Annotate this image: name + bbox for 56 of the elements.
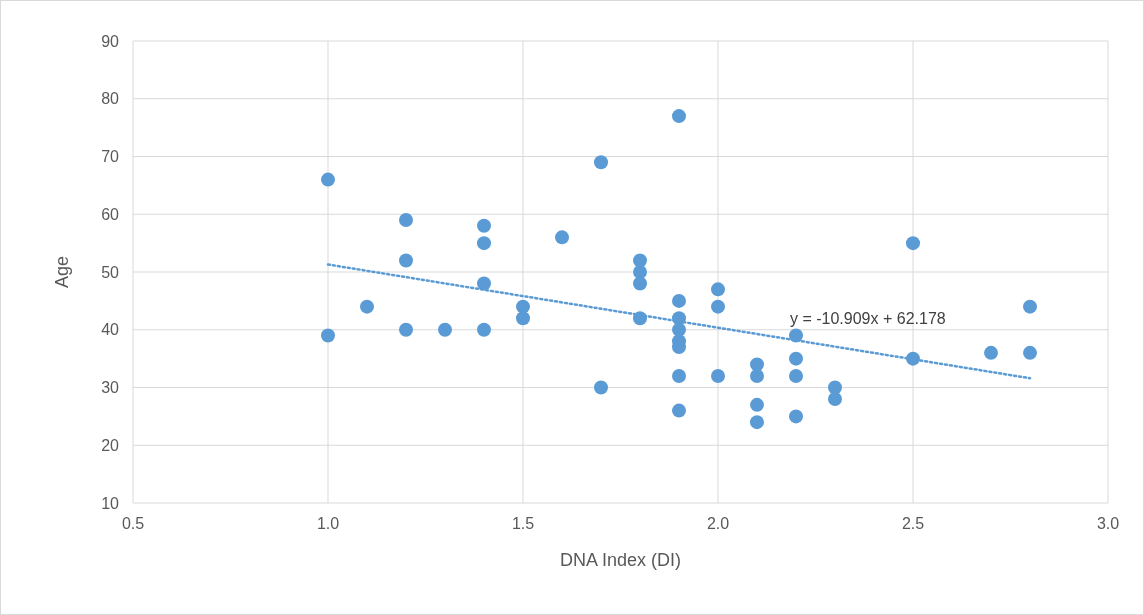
x-tick-label: 2.5 [901, 515, 925, 532]
y-tick-label: 30 [101, 379, 120, 397]
x-tick-label: 2.0 [706, 515, 730, 532]
point [399, 322, 413, 337]
y-tick-label: 10 [101, 494, 120, 512]
point [438, 322, 452, 337]
point [672, 368, 686, 383]
x-tick-label: 1.0 [316, 515, 340, 532]
point [477, 276, 491, 291]
point [399, 253, 413, 268]
point [906, 236, 920, 251]
x-tick-label: 3.0 [1096, 515, 1120, 532]
point [594, 155, 608, 170]
point [555, 230, 569, 245]
point [594, 380, 608, 395]
point [633, 265, 647, 279]
point [789, 351, 803, 366]
point [399, 213, 413, 228]
point [672, 293, 686, 308]
point [672, 109, 686, 124]
point [711, 368, 725, 383]
y-axis-title: Age [52, 255, 72, 289]
point [711, 299, 725, 314]
y-tick-label: 40 [101, 321, 120, 339]
y-tick-label: 50 [101, 263, 120, 281]
point [477, 322, 491, 337]
point [321, 328, 335, 343]
point [1023, 299, 1037, 314]
point [672, 322, 686, 337]
point [516, 311, 530, 326]
point [750, 368, 764, 383]
point [711, 282, 725, 297]
point [750, 357, 764, 372]
point [477, 218, 491, 233]
point [321, 172, 335, 187]
point [750, 415, 764, 430]
point [1023, 345, 1037, 360]
y-tick-label: 20 [101, 436, 120, 454]
point [789, 368, 803, 383]
point [789, 409, 803, 424]
point [750, 397, 764, 412]
point [828, 392, 842, 407]
y-tick-label: 70 [101, 148, 120, 166]
annotation: y = -10.909x + 62.178 [790, 310, 946, 327]
x-axis-title: DNA Index (DI) [559, 550, 682, 570]
point [360, 299, 374, 314]
point [633, 276, 647, 291]
x-tick-label: 1.5 [511, 515, 535, 532]
point [984, 345, 998, 360]
x-tick-label: 0.5 [121, 515, 145, 532]
point [477, 236, 491, 251]
y-tick-label: 90 [101, 32, 120, 50]
y-tick-label: 80 [101, 90, 120, 108]
point [672, 403, 686, 418]
point [633, 253, 647, 268]
y-tick-label: 60 [101, 205, 120, 223]
